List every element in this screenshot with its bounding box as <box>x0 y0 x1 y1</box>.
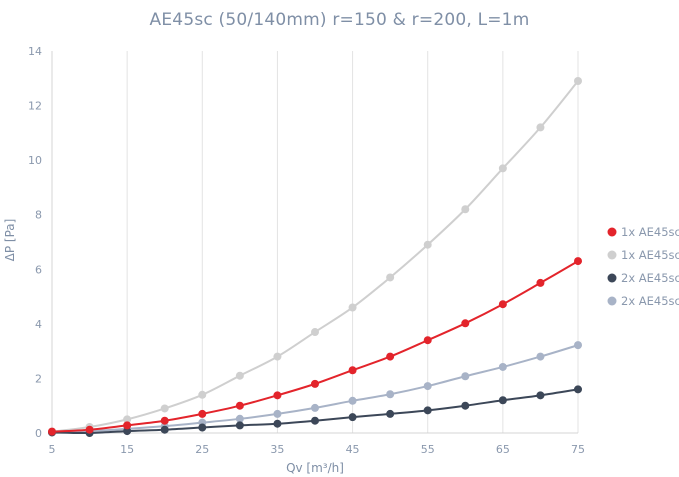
legend-marker <box>607 273 617 283</box>
series-line <box>51 80 579 433</box>
data-point <box>235 401 244 410</box>
x-axis-label: Qv [m³/h] <box>286 461 344 475</box>
x-tick-label: 45 <box>346 443 360 456</box>
legend-marker <box>607 227 617 237</box>
data-point <box>311 403 319 412</box>
data-point <box>348 396 357 405</box>
data-point <box>386 273 395 282</box>
x-tick-label: 65 <box>496 443 510 456</box>
data-point <box>461 401 470 410</box>
grid-lines <box>51 51 579 433</box>
series-points <box>48 77 582 437</box>
x-tick-label: 5 <box>49 443 56 456</box>
data-point <box>574 385 582 394</box>
data-point <box>160 425 169 434</box>
data-point <box>123 421 132 430</box>
data-point <box>273 409 282 418</box>
data-point <box>123 427 132 436</box>
x-tick-label: 25 <box>195 443 209 456</box>
data-point <box>235 371 244 380</box>
data-point <box>498 362 507 371</box>
data-point <box>574 77 582 86</box>
data-point <box>386 390 395 399</box>
data-point <box>461 372 470 381</box>
data-point <box>461 205 470 214</box>
y-tick-label: 6 <box>35 263 42 276</box>
data-point <box>311 416 319 425</box>
data-point <box>423 406 432 415</box>
data-point <box>235 414 244 423</box>
data-point <box>123 415 132 424</box>
data-point <box>198 423 207 432</box>
x-tick-label: 35 <box>270 443 284 456</box>
data-point <box>423 336 432 345</box>
data-point <box>160 404 169 413</box>
data-point <box>273 391 282 400</box>
data-point <box>348 303 357 312</box>
y-tick-label: 4 <box>35 318 42 331</box>
data-point <box>498 396 507 405</box>
legend-label: 2x AE45sc <box>621 294 679 308</box>
data-point <box>574 257 582 266</box>
data-point <box>198 390 207 399</box>
data-point <box>536 278 545 287</box>
legend-label: 1x AE45sc <box>621 225 679 239</box>
legend-marker <box>607 250 617 260</box>
data-point <box>423 240 432 249</box>
legend-marker <box>607 296 617 306</box>
data-point <box>311 379 319 388</box>
data-point <box>536 352 545 361</box>
x-tick-label: 55 <box>421 443 435 456</box>
data-point <box>536 123 545 132</box>
y-tick-label: 0 <box>35 427 42 440</box>
chart-title: AE45sc (50/140mm) r=150 & r=200, L=1m <box>149 10 530 30</box>
data-point <box>48 427 56 436</box>
data-point <box>386 409 395 418</box>
y-tick-label: 10 <box>28 154 42 167</box>
data-point <box>386 352 395 361</box>
data-point <box>348 366 357 375</box>
data-point <box>198 409 207 418</box>
data-point <box>423 382 432 391</box>
data-point <box>348 413 357 422</box>
y-tick-label: 12 <box>28 100 42 113</box>
x-tick-label: 75 <box>571 443 585 456</box>
data-point <box>461 319 470 328</box>
y-tick-label: 14 <box>28 45 42 58</box>
x-tick-label: 15 <box>120 443 134 456</box>
data-point <box>536 391 545 400</box>
data-point <box>574 341 582 350</box>
legend: 1x AE45sc 1x AE45sc 2x AE45sc 2x AE45sc <box>607 225 679 308</box>
data-point <box>311 328 319 337</box>
axes <box>51 51 578 434</box>
y-axis-label: ΔP [Pa] <box>3 219 17 262</box>
y-tick-label: 2 <box>35 372 42 385</box>
data-point <box>273 419 282 428</box>
legend-label: 1x AE45sc <box>621 248 679 262</box>
data-point <box>273 352 282 361</box>
data-point <box>498 164 507 173</box>
data-point <box>235 421 244 430</box>
data-point <box>498 300 507 309</box>
legend-label: 2x AE45sc <box>621 271 679 285</box>
tick-labels: 5 15 25 35 45 55 65 75 0 2 4 6 8 10 12 14 <box>28 45 585 456</box>
data-point <box>85 425 94 434</box>
y-tick-label: 8 <box>35 209 42 222</box>
data-point <box>160 416 169 425</box>
